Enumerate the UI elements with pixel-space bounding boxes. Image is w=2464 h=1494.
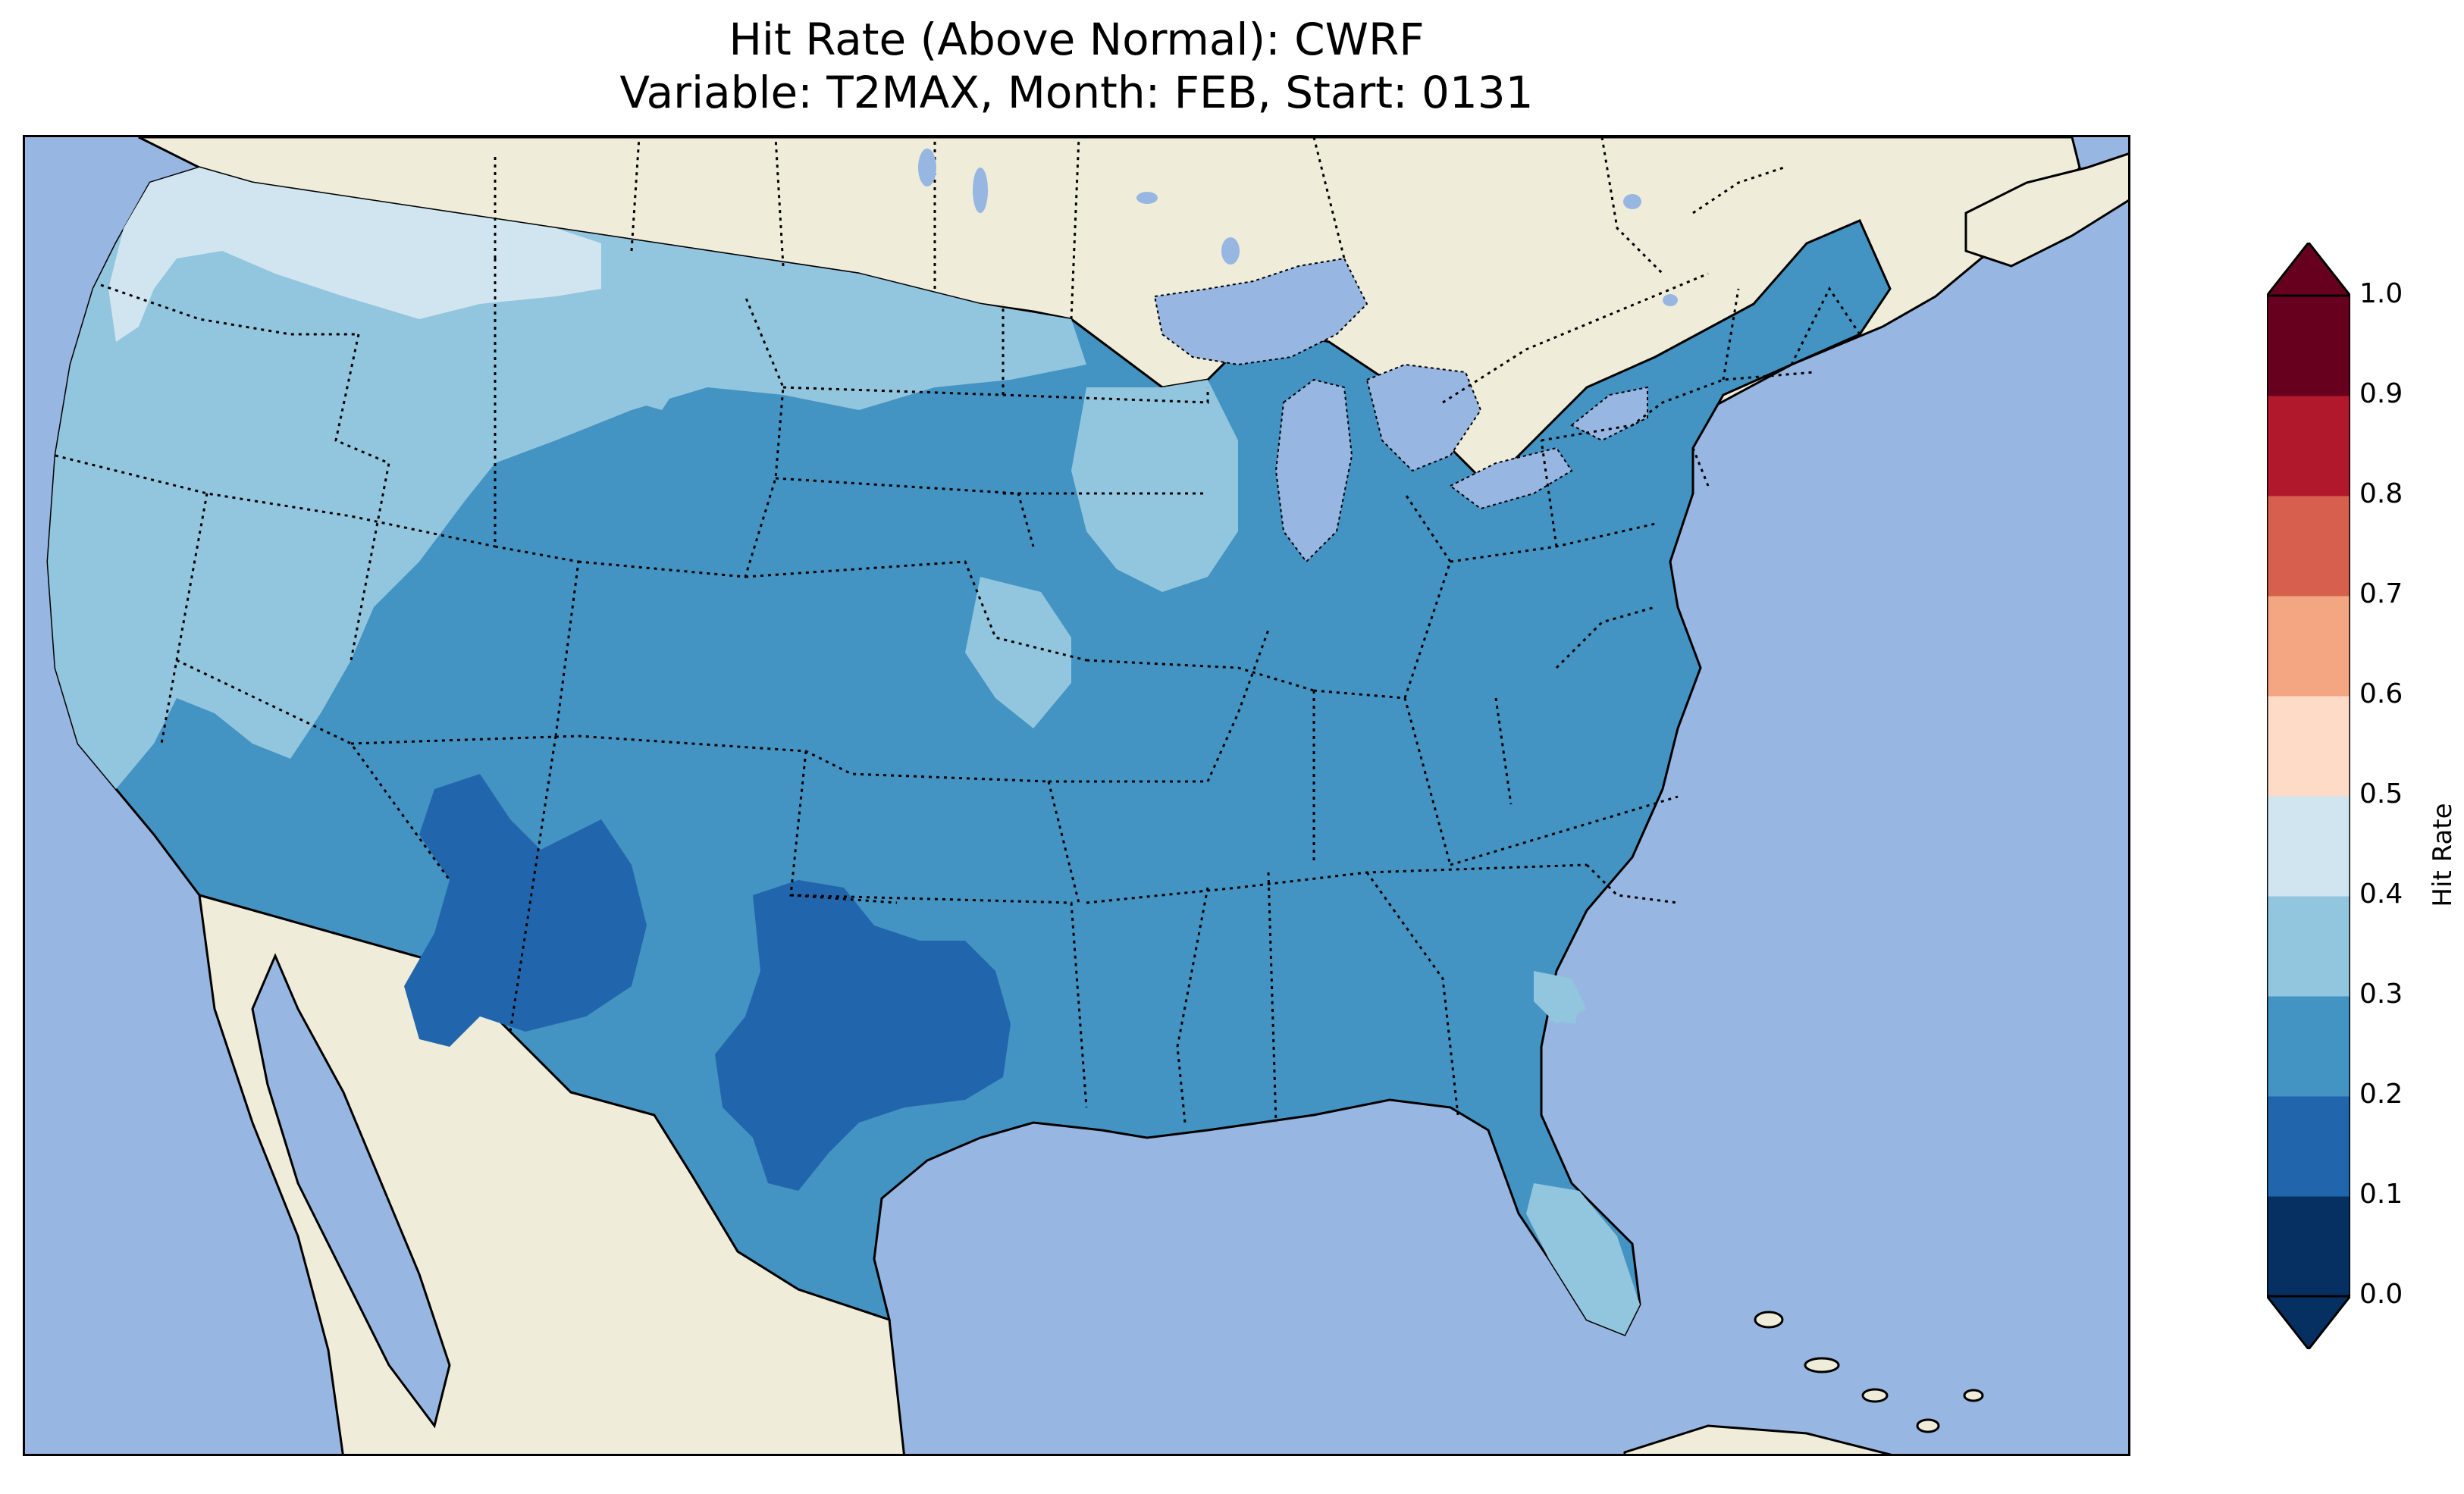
hit-rate-0.1-0.2-areas — [404, 774, 1011, 1191]
chart-subtitle: Variable: T2MAX, Month: FEB, Start: 0131 — [619, 67, 1534, 118]
colorbar-segment — [2267, 396, 2350, 496]
nova-scotia — [1964, 152, 2128, 268]
colorbar-extend-top — [2267, 243, 2350, 297]
international-borders — [494, 137, 1785, 404]
colorbar-segment — [2267, 596, 2350, 697]
colorbar-segment — [2267, 996, 2350, 1097]
chart-title: Hit Rate (Above Normal): CWRF — [729, 14, 1425, 65]
colorbar-tick-1.0: 1.0 — [2359, 278, 2403, 309]
colorbar-tick-0.8: 0.8 — [2359, 478, 2403, 509]
colorbar-tick-0.9: 0.9 — [2359, 378, 2403, 409]
state-borders — [55, 258, 1861, 1123]
colorbar-tick-0.4: 0.4 — [2359, 879, 2403, 910]
colorbar-tick-0.3: 0.3 — [2359, 979, 2403, 1010]
colorbar-label: Hit Rate — [2428, 803, 2458, 907]
map-panel — [23, 135, 2130, 1456]
colorbar-tick-0.5: 0.5 — [2359, 778, 2403, 810]
colorbar-segment — [2267, 896, 2350, 997]
bahamas — [1754, 1311, 1984, 1433]
colorbar-segment — [2267, 296, 2350, 396]
colorbar-segment — [2267, 1096, 2350, 1197]
hit-rate-0.4-0.5-areas — [108, 168, 601, 342]
colorbar-tick-0.2: 0.2 — [2359, 1079, 2403, 1110]
colorbar-segment — [2267, 796, 2350, 897]
colorbar — [2267, 243, 2350, 1349]
colorbar-segments — [2267, 296, 2350, 1297]
colorbar-tick-0.7: 0.7 — [2359, 578, 2403, 609]
colorbar-segment — [2267, 1196, 2350, 1297]
colorbar-segment — [2267, 496, 2350, 597]
map-canvas — [25, 137, 2128, 1454]
colorbar-extend-bottom — [2267, 1295, 2350, 1349]
gulf-of-california — [251, 953, 451, 1429]
cuba — [1623, 1424, 1892, 1454]
colorbar-tick-0.6: 0.6 — [2359, 678, 2403, 709]
canadian-lakes — [918, 149, 1678, 306]
colorbar-segment — [2267, 696, 2350, 797]
hit-rate-0.3-0.4-areas — [48, 168, 1640, 1335]
colorbar-tick-0.1: 0.1 — [2359, 1179, 2403, 1210]
colorbar-outline — [2267, 294, 2350, 1298]
great-lakes — [1153, 257, 1648, 563]
colorbar-tick-0.0: 0.0 — [2359, 1279, 2403, 1310]
